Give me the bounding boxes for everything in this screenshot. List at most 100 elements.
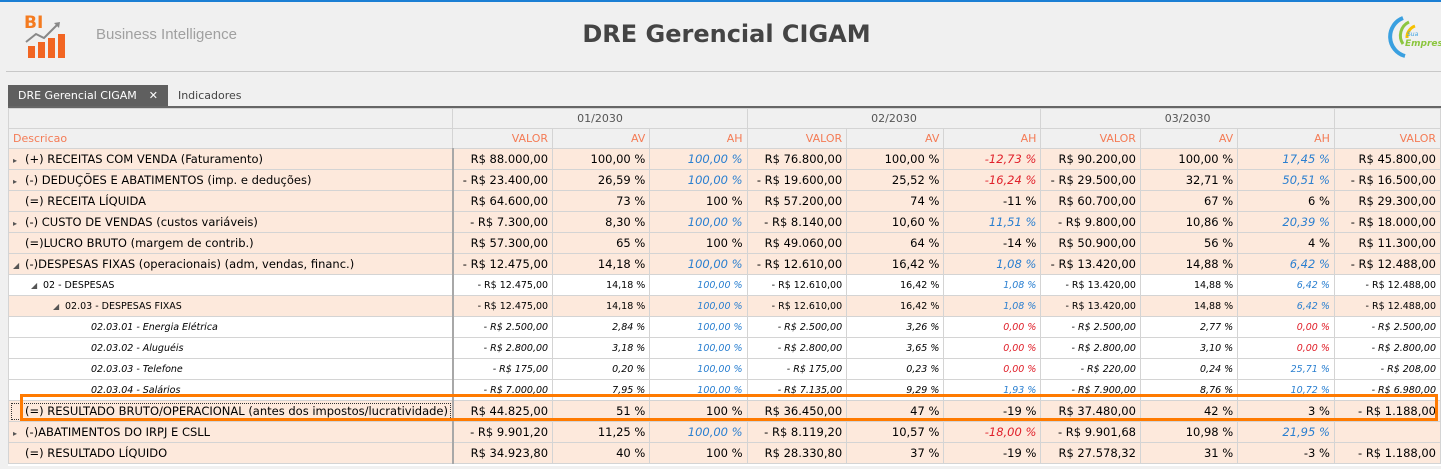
row-description[interactable]: (=) RECEITA LÍQUIDA — [8, 190, 454, 212]
tab-dre-gerencial[interactable]: DRE Gerencial CIGAM ✕ — [8, 85, 168, 106]
cell-ah: 17,45 % — [1237, 148, 1335, 170]
column-header-av[interactable]: AV — [552, 128, 651, 149]
period-header[interactable] — [1333, 108, 1441, 129]
cell-valor: - R$ 9.901,68 — [1040, 421, 1141, 443]
cell-valor: - R$ 6.980,00 — [1333, 379, 1441, 401]
cell-valor: R$ 11.300,00 — [1333, 232, 1441, 254]
column-header-valor[interactable]: VALOR — [452, 128, 554, 149]
cell-av: 0,24 % — [1139, 358, 1239, 380]
cell-valor: - R$ 7.135,00 — [746, 379, 848, 401]
row-description[interactable]: 02.03.03 - Telefone — [8, 358, 454, 380]
row-description[interactable]: ▸ (+) RECEITAS COM VENDA (Faturamento) — [8, 148, 454, 170]
cell-valor: R$ 88.000,00 — [452, 148, 554, 170]
cell-av: 9,29 % — [846, 379, 945, 401]
cell-valor: - R$ 12.475,00 — [452, 295, 554, 317]
column-header-ah[interactable]: AH — [649, 128, 748, 149]
tab-indicadores[interactable]: Indicadores — [177, 89, 242, 102]
close-icon[interactable]: ✕ — [148, 89, 158, 102]
row-description[interactable]: ▸ (-)ABATIMENTOS DO IRPJ E CSLL — [8, 421, 454, 443]
table-row[interactable]: ◢ 02 - DESPESAS - R$ 12.475,00 14,18 % 100,0… — [8, 274, 1441, 296]
cell-valor: - R$ 2.800,00 — [1333, 337, 1441, 359]
cell-av: 8,30 % — [552, 211, 651, 233]
cell-valor: - R$ 13.420,00 — [1040, 274, 1141, 296]
cell-valor: - R$ 175,00 — [452, 358, 554, 380]
cell-ah: 100 % — [649, 442, 748, 464]
cell-av: 74 % — [846, 190, 945, 212]
cell-ah: 100,00 % — [649, 421, 748, 443]
expand-icon[interactable]: ◢ — [53, 301, 60, 311]
table-row[interactable]: 02.03.04 - Salários - R$ 7.000,00 7,95 % 10… — [8, 379, 1441, 401]
expand-icon[interactable]: ◢ — [13, 261, 20, 270]
column-header-av[interactable]: AV — [1139, 128, 1239, 149]
cell-av: 37 % — [846, 442, 945, 464]
table-row[interactable]: ▸ (-) DEDUÇÕES E ABATIMENTOS (imp. e dedu… — [8, 169, 1441, 191]
cell-ah: 21,95 % — [1237, 421, 1335, 443]
descricao-header[interactable]: Descricao — [8, 128, 454, 149]
cell-ah: -3 % — [1237, 442, 1335, 464]
row-label: 02.03.02 - Aluguéis — [91, 342, 184, 354]
row-description[interactable]: 02.03.04 - Salários — [8, 379, 454, 401]
table-row[interactable]: 02.03.02 - Aluguéis - R$ 2.800,00 3,18 % 10… — [8, 337, 1441, 359]
table-row[interactable]: (=) RESULTADO LÍQUIDO R$ 34.923,80 40 % 100… — [8, 442, 1441, 464]
row-label: (-)ABATIMENTOS DO IRPJ E CSLL — [25, 425, 211, 439]
cell-ah: 100,00 % — [649, 358, 748, 380]
table-row[interactable]: 02.03.01 - Energia Elétrica - R$ 2.500,00… — [8, 316, 1441, 338]
table-row[interactable]: (=) RECEITA LÍQUIDA R$ 64.600,00 73 % 100 %… — [8, 190, 1441, 212]
row-description[interactable]: ▸ (-) CUSTO DE VENDAS (custos variáveis) — [8, 211, 454, 233]
cell-valor: R$ 50.900,00 — [1040, 232, 1141, 254]
row-description[interactable]: ◢ 02 - DESPESAS — [8, 274, 454, 296]
expand-icon[interactable]: ▸ — [13, 177, 18, 186]
cell-valor: - R$ 2.500,00 — [1333, 316, 1441, 338]
row-description[interactable]: 02.03.02 - Aluguéis — [8, 337, 454, 359]
cell-av: 0,23 % — [846, 358, 945, 380]
column-header-valor[interactable]: VALOR — [1333, 128, 1441, 149]
expand-icon[interactable]: ▸ — [13, 156, 18, 165]
cell-ah: 100 % — [649, 232, 748, 254]
cell-valor: R$ 64.600,00 — [452, 190, 554, 212]
cell-valor: - R$ 2.500,00 — [1040, 316, 1141, 338]
table-row[interactable]: ◢ 02.03 - DESPESAS FIXAS - R$ 12.475,00 14,… — [8, 295, 1441, 317]
column-header-ah[interactable]: AH — [1237, 128, 1335, 149]
cell-ah: 100,00 % — [649, 316, 748, 338]
row-description[interactable]: ◢ 02.03 - DESPESAS FIXAS — [8, 295, 454, 317]
table-row[interactable]: ▸ (-) CUSTO DE VENDAS (custos variáveis) -… — [8, 211, 1441, 233]
column-header-valor[interactable]: VALOR — [1040, 128, 1141, 149]
expand-icon[interactable]: ◢ — [31, 280, 38, 290]
row-description[interactable]: (=) RESULTADO BRUTO/OPERACIONAL (antes d… — [8, 400, 454, 422]
cell-av: 10,60 % — [846, 211, 945, 233]
table-row[interactable]: (=) RESULTADO BRUTO/OPERACIONAL (antes d… — [8, 400, 1441, 422]
cell-ah: -19 % — [943, 442, 1042, 464]
cell-av: 100,00 % — [846, 148, 945, 170]
cell-av: 16,42 % — [846, 295, 945, 317]
cell-ah: 25,71 % — [1237, 358, 1335, 380]
cell-ah: 1,08 % — [943, 295, 1042, 317]
cell-valor: - R$ 9.800,00 — [1040, 211, 1141, 233]
table-row[interactable]: 02.03.03 - Telefone - R$ 175,00 0,20 % 100,… — [8, 358, 1441, 380]
row-description[interactable]: (=) RESULTADO LÍQUIDO — [8, 442, 454, 464]
expand-icon[interactable]: ▸ — [13, 219, 18, 228]
bi-logo: BI — [24, 13, 65, 58]
cell-ah: -14 % — [943, 232, 1042, 254]
cell-av: 73 % — [552, 190, 651, 212]
svg-text:Empresa: Empresa — [1405, 39, 1441, 49]
table-row[interactable]: ◢ (-)DESPESAS FIXAS (operacionais) (adm, … — [8, 253, 1441, 275]
row-description[interactable]: (=)LUCRO BRUTO (margem de contrib.) — [8, 232, 454, 254]
period-header[interactable]: 02/2030 — [746, 108, 1042, 129]
column-header-valor[interactable]: VALOR — [746, 128, 848, 149]
expand-icon[interactable]: ▸ — [13, 429, 18, 438]
cell-valor: - R$ 29.500,00 — [1040, 169, 1141, 191]
table-row[interactable]: ▸ (+) RECEITAS COM VENDA (Faturamento) R$ … — [8, 148, 1441, 170]
dre-pivot-grid: 01/2030 02/2030 03/2030 Descricao VALOR AV AH V… — [8, 106, 1441, 466]
column-header-ah[interactable]: AH — [943, 128, 1042, 149]
table-row[interactable]: ▸ (-)ABATIMENTOS DO IRPJ E CSLL - R$ 9.901… — [8, 421, 1441, 443]
cell-valor: R$ 36.450,00 — [746, 400, 848, 422]
row-description[interactable]: ▸ (-) DEDUÇÕES E ABATIMENTOS (imp. e dedu… — [8, 169, 454, 191]
cell-valor: R$ 34.923,80 — [452, 442, 554, 464]
table-row[interactable]: (=)LUCRO BRUTO (margem de contrib.) R$ 57… — [8, 232, 1441, 254]
row-description[interactable]: 02.03.01 - Energia Elétrica — [8, 316, 454, 338]
column-header-av[interactable]: AV — [846, 128, 945, 149]
cell-valor: R$ 27.578,32 — [1040, 442, 1141, 464]
period-header[interactable]: 01/2030 — [452, 108, 748, 129]
period-header[interactable]: 03/2030 — [1040, 108, 1335, 129]
row-description[interactable]: ◢ (-)DESPESAS FIXAS (operacionais) (adm, … — [8, 253, 454, 275]
